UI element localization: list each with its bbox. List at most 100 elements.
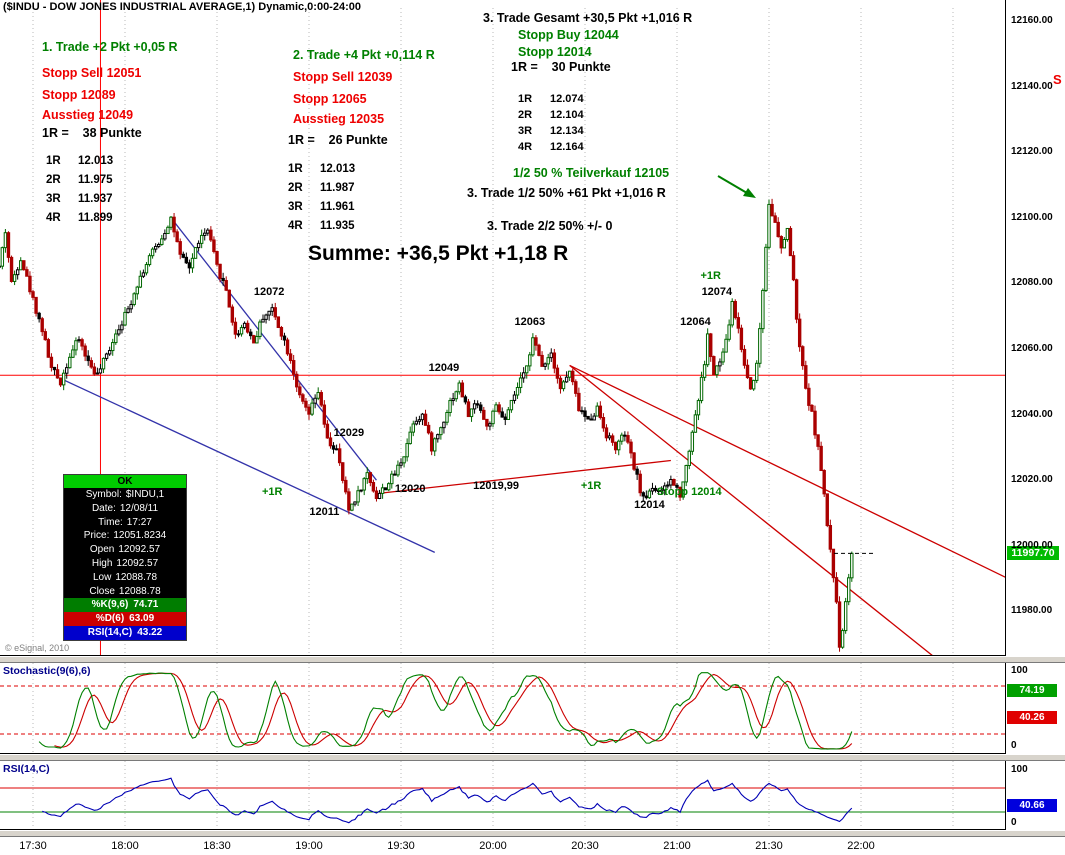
price-axis-tick: 11980.00	[1011, 605, 1053, 617]
green-chart-label: +1R	[261, 486, 283, 499]
stoch-axis-0: 0	[1011, 740, 1017, 751]
stoch-axis-100: 100	[1011, 665, 1028, 676]
trade2-r-info: 1R = 26 Punkte	[288, 133, 388, 147]
price-chart-label: 12072	[253, 286, 285, 299]
trade1-target-table: 1R 12.013 2R 11.975 3R 11.937 4R 11.899	[46, 152, 113, 228]
price-chart-label: 12020	[394, 483, 426, 496]
time-axis-tick: 19:00	[295, 840, 323, 852]
rsi-axis-100: 100	[1011, 764, 1028, 775]
trade1-stop-sell: Stopp Sell 12051	[42, 66, 142, 80]
green-chart-label: +1R	[700, 269, 721, 282]
price-chart-label: 12064	[680, 315, 711, 328]
stochastic-panel-canvas[interactable]	[0, 663, 1005, 754]
price-chart-label: 12063	[514, 315, 546, 328]
time-axis-tick: 22:00	[847, 840, 875, 852]
time-axis-tick: 21:00	[663, 840, 691, 852]
rsi-value: 43.22	[137, 627, 163, 639]
rsi-axis-0: 0	[1011, 817, 1017, 828]
trade2-exit: Ausstieg 12035	[293, 112, 385, 126]
data-window-rows: Symbol: $INDU,1 Date: 12/08/11 Time: 17:27 Pri…	[64, 488, 186, 598]
table-row: Time: 17:27	[98, 516, 152, 528]
price-axis-tick: 12100.00	[1011, 211, 1053, 223]
price-axis-tick: 12020.00	[1011, 474, 1053, 486]
price-chart-label: 12014	[634, 499, 665, 512]
time-axis-tick: 20:30	[571, 840, 599, 852]
table-row: Symbol: $INDU,1	[85, 489, 165, 500]
table-row: 4R 11.899	[46, 212, 113, 224]
table-row: 3R 11.937	[46, 193, 113, 205]
time-axis-tick: 17:30	[19, 840, 47, 852]
data-window-header[interactable]: OK	[64, 475, 186, 488]
panel-splitter-3[interactable]	[0, 830, 1065, 837]
data-window-stoch-d-row: %D(6) 63.09	[64, 612, 186, 627]
trade1-title: 1. Trade +2 Pkt +0,05 R	[42, 40, 178, 54]
trade1-r-info: 1R = 38 Punkte	[42, 126, 142, 140]
price-axis-tick: 12060.00	[1011, 343, 1053, 354]
data-window[interactable]: OK Symbol: $INDU,1 Date: 12/08/11 Time: 17:27…	[63, 474, 187, 642]
price-chart-label: 12049	[428, 361, 460, 374]
time-axis-tick: 20:00	[479, 840, 507, 852]
rsi-panel-label: RSI(14,C)	[3, 763, 50, 775]
panel-splitter-2[interactable]	[0, 754, 1065, 761]
panel-splitter-1[interactable]	[0, 656, 1065, 663]
trade2-target-table: 1R 12.013 2R 11.987 3R 11.961 4R 11.935	[288, 160, 355, 236]
trade3-r-info: 1R = 30 Punkte	[511, 60, 611, 74]
data-window-rsi-row: RSI(14,C) 43.22	[64, 626, 186, 641]
table-row: 2R 11.975	[46, 174, 113, 186]
price-axis-tick: 12140.00	[1011, 80, 1053, 92]
table-row: 3R 11.961	[288, 201, 355, 213]
chart-title: ($INDU - DOW JONES INDUSTRIAL AVERAGE,1)…	[3, 1, 361, 13]
table-row: 2R 12.104	[518, 109, 584, 121]
table-row: Close 12088.78	[89, 585, 161, 597]
sum-result-label: Summe: +36,5 Pkt +1,18 R	[308, 242, 569, 265]
table-row: 1R 12.074	[518, 93, 584, 105]
stoch-k-value-tag: 74.19	[1007, 684, 1057, 697]
green-chart-label: +1R	[580, 479, 602, 492]
trade2-stop: Stopp 12065	[293, 92, 367, 106]
stochastic-label: Stochastic(9(6),6)	[3, 665, 91, 677]
price-chart-label: 12074	[701, 286, 733, 299]
price-axis-tick: 12120.00	[1011, 146, 1053, 158]
stoch-k-value: 74.71	[133, 599, 159, 611]
price-axis-tick: 12160.00	[1011, 15, 1053, 26]
table-row: 2R 11.987	[288, 182, 355, 194]
rsi-label: RSI(14,C)	[87, 627, 133, 639]
rsi-panel-canvas[interactable]	[0, 761, 1005, 830]
table-row: Date: 12/08/11	[91, 502, 159, 514]
teilverkauf-label: 1/2 50 % Teilverkauf 12105	[513, 166, 670, 180]
table-row: Price: 12051.8234	[83, 530, 167, 542]
trade3-title: 3. Trade Gesamt +30,5 Pkt +1,016 R	[483, 11, 693, 25]
trade3-stop-buy: Stopp Buy 12044	[518, 28, 619, 42]
trade1-stop: Stopp 12089	[42, 88, 116, 102]
time-axis[interactable]: 17:30 18:00 18:30 19:00 19:30 20:00 20:30 21:00…	[0, 837, 1005, 855]
price-axis-tick: 12040.00	[1011, 408, 1053, 420]
stoch-k-label: %K(9,6)	[91, 599, 129, 611]
table-row: 4R 11.935	[288, 220, 355, 232]
rsi-axis[interactable]: 100 40.66 0	[1005, 761, 1065, 830]
stoch-d-value-tag: 40.26	[1007, 711, 1057, 724]
table-row: Low 12088.78	[92, 571, 158, 583]
sell-marker: S	[1053, 72, 1062, 87]
table-row: 1R 12.013	[288, 163, 356, 175]
trade3-target-table: 1R 12.074 2R 12.104 3R 12.134 4R 12.164	[518, 91, 584, 155]
table-row: 3R 12.134	[518, 125, 584, 137]
price-axis-tick: 12080.00	[1011, 277, 1053, 289]
trade3-stop: Stopp 12014	[518, 45, 592, 59]
trade2-stop-sell: Stopp Sell 12039	[293, 70, 393, 84]
price-axis[interactable]: S 11997.70 12160.00 12140.00 12120.00 12100…	[1005, 0, 1065, 656]
stochastic-axis[interactable]: 100 74.19 40.26 0	[1005, 663, 1065, 754]
trade3-part1-label: 3. Trade 1/2 50% +61 Pkt +1,016 R	[467, 186, 666, 200]
price-chart-label: 12019,99	[473, 479, 520, 492]
time-axis-tick: 18:30	[203, 840, 231, 852]
time-axis-tick: 21:30	[755, 840, 783, 852]
table-row: High 12092.57	[91, 557, 159, 569]
copyright-label: © eSignal, 2010	[5, 643, 70, 653]
table-row: 1R 12.013	[46, 155, 114, 167]
green-chart-label: Stopp 12014	[656, 486, 722, 499]
main-price-chart-canvas[interactable]	[0, 0, 1005, 656]
stoch-d-label: %D(6)	[95, 613, 125, 625]
time-axis-tick: 18:00	[111, 840, 139, 852]
price-chart-label: 12011	[309, 506, 340, 518]
trade2-title: 2. Trade +4 Pkt +0,114 R	[293, 48, 435, 62]
